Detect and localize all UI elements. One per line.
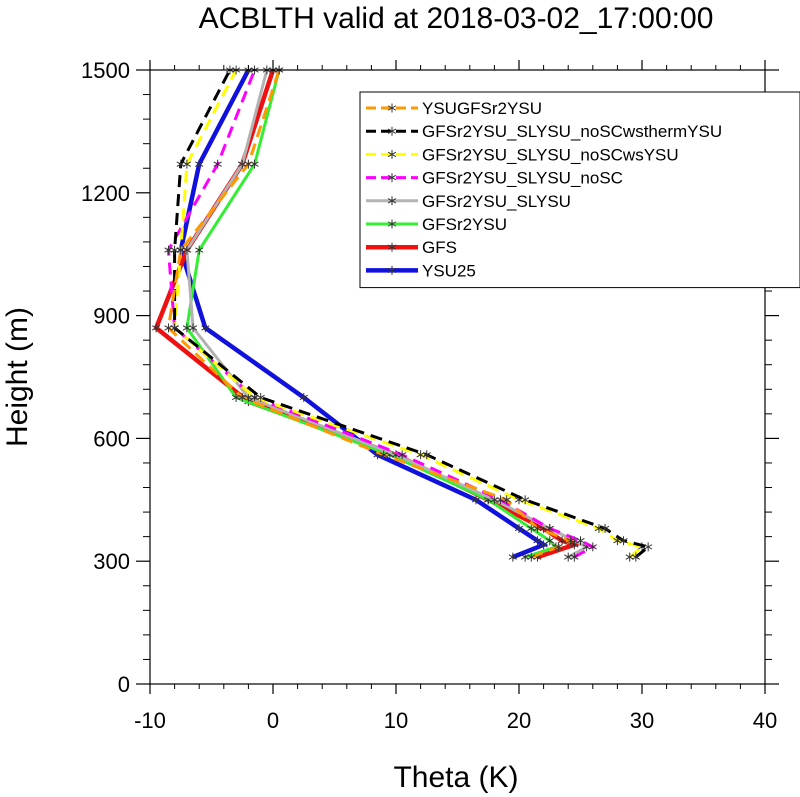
data-point: [576, 536, 585, 546]
data-point: [600, 523, 610, 533]
data-point: [533, 536, 542, 546]
data-point: [379, 450, 388, 460]
y-tick-label: 300: [93, 549, 130, 574]
data-point: [188, 323, 198, 333]
data-point: [244, 159, 253, 169]
data-point: [619, 536, 628, 546]
legend-label: GFS: [422, 238, 457, 257]
data-point: [213, 159, 222, 169]
legend-label: GFSr2YSU: [422, 215, 507, 234]
x-tick-label: 30: [630, 708, 654, 733]
data-point: [508, 552, 517, 562]
legend-box: [359, 91, 800, 289]
data-point: [398, 450, 407, 460]
plot-frame: [149, 69, 766, 685]
legend-label: GFSr2YSU_SLYSU_noSCwsYSU: [422, 145, 679, 164]
x-tick-label: 20: [507, 708, 531, 733]
legend: YSUGFSr2YSU GFSr2YSU_SLYSU_noSCwsthermYSU…: [359, 91, 800, 289]
legend-marker: [387, 173, 397, 183]
data-point: [195, 245, 204, 255]
data-point: [527, 552, 536, 562]
data-point: [256, 392, 265, 402]
data-point: [502, 495, 511, 505]
data-point: [164, 323, 173, 333]
data-point: [554, 542, 563, 552]
legend-label: GFSr2YSU_SLYSU: [422, 192, 571, 211]
x-tick-label: 0: [267, 708, 279, 733]
legend-label: GFSr2YSU_SLYSU_noSC: [422, 169, 623, 188]
legend-label: YSUGFSr2YSU: [422, 99, 542, 118]
y-tick-label: 0: [118, 672, 130, 697]
data-point: [644, 542, 653, 552]
chart-title: ACBLTH valid at 2018-03-02_17:00:00: [199, 2, 714, 35]
x-tick-label: -10: [134, 708, 166, 733]
y-tick-label: 600: [93, 426, 130, 451]
legend-marker: [387, 242, 397, 252]
data-point: [631, 552, 640, 562]
data-point: [514, 523, 524, 533]
data-point: [238, 392, 247, 402]
y-axis-label: Height (m): [1, 307, 34, 447]
legend-marker: [387, 103, 397, 113]
legend-marker: [387, 126, 397, 136]
data-point: [588, 542, 597, 552]
legend-marker: [387, 196, 397, 206]
data-point: [471, 495, 481, 505]
data-point: [201, 323, 210, 333]
data-point: [422, 450, 431, 460]
legend-marker: [387, 149, 397, 159]
data-point: [176, 245, 185, 255]
data-point: [533, 523, 542, 533]
data-point: [570, 552, 579, 562]
legend-marker: [387, 265, 397, 275]
y-tick-label: 1200: [81, 181, 130, 206]
data-point: [176, 159, 185, 169]
data-point: [195, 159, 204, 169]
data-point: [545, 536, 554, 546]
x-tick-label: 10: [384, 708, 408, 733]
x-axis-label: Theta (K): [393, 761, 518, 794]
y-tick-label: 1500: [81, 58, 130, 83]
y-tick-label: 900: [93, 304, 130, 329]
legend-label: GFSr2YSU_SLYSU_noSCwsthermYSU: [422, 122, 722, 141]
data-point: [152, 323, 161, 333]
data-point: [566, 536, 575, 546]
data-point: [299, 392, 308, 402]
series-lines: [152, 65, 653, 562]
x-tick-label: 40: [753, 708, 777, 733]
legend-marker: [387, 219, 397, 229]
data-point: [521, 495, 530, 505]
legend-label: YSU25: [422, 261, 476, 280]
